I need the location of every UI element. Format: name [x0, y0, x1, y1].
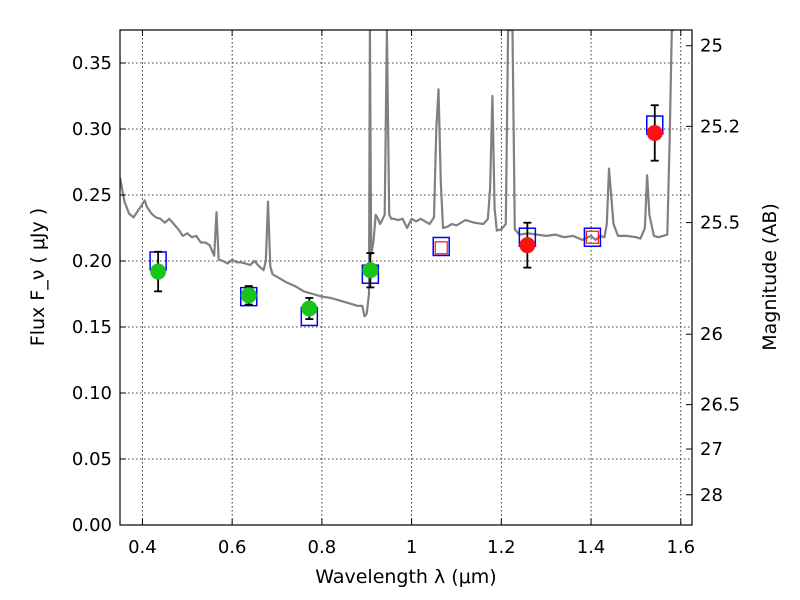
y2-axis-label: Magnitude (AB) — [759, 203, 781, 351]
x-tick-label: 0.6 — [218, 537, 247, 558]
x-axis-label: Wavelength λ (μm) — [315, 566, 496, 588]
plot-frame — [119, 29, 693, 526]
x-tick-label: 1 — [406, 537, 417, 558]
plot-content — [120, 30, 675, 327]
data-marks — [120, 30, 675, 327]
y-tick-label: 0.20 — [72, 251, 112, 272]
upper-limit-box — [434, 241, 448, 255]
y2-tick-label: 27 — [700, 439, 723, 460]
measured-nir-point — [646, 124, 663, 141]
axis-ticks: 0.4 0.6 0.8 1 1.2 1.4 1.6 0.00 0.05 0.10 0.15 0.20 0… — [72, 30, 740, 558]
x-tick-label: 1.6 — [666, 537, 695, 558]
x-tick-label: 1.4 — [577, 537, 606, 558]
measured-optical-point — [150, 263, 167, 280]
y2-tick-label: 25.5 — [700, 213, 740, 234]
y-axis-label: Flux F_ν ( μJy ) — [27, 208, 49, 346]
y-tick-label: 0.00 — [72, 515, 112, 536]
y2-tick-label: 25.2 — [700, 116, 740, 137]
measured-optical-point — [301, 300, 318, 317]
y2-tick-label: 28 — [700, 485, 723, 506]
x-tick-label: 0.8 — [308, 537, 337, 558]
y-tick-label: 0.35 — [72, 53, 112, 74]
measured-nir-point — [519, 237, 536, 254]
measured-optical-point — [240, 287, 257, 304]
y2-tick-label: 25 — [700, 36, 723, 57]
x-tick-label: 0.4 — [128, 537, 157, 558]
y-tick-label: 0.10 — [72, 383, 112, 404]
y-tick-label: 0.05 — [72, 449, 112, 470]
model-flux-box — [583, 227, 602, 247]
y-tick-label: 0.15 — [72, 317, 112, 338]
y2-tick-label: 26.5 — [700, 395, 740, 416]
y2-tick-label: 26 — [700, 324, 723, 345]
model-spectrum-line — [120, 30, 675, 318]
measured-optical-point — [362, 262, 379, 279]
y-tick-label: 0.30 — [72, 119, 112, 140]
x-tick-label: 1.2 — [487, 537, 516, 558]
upper-limit-box — [585, 230, 600, 244]
model-flux-box — [432, 236, 450, 257]
y-tick-label: 0.25 — [72, 185, 112, 206]
